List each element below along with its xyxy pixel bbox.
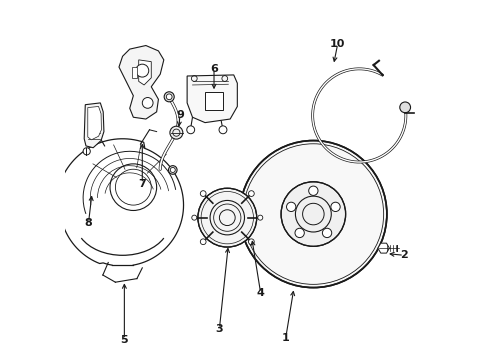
Text: 6: 6 bbox=[210, 64, 218, 74]
Polygon shape bbox=[119, 45, 163, 119]
Text: 7: 7 bbox=[138, 179, 146, 189]
Circle shape bbox=[164, 92, 174, 102]
Circle shape bbox=[198, 188, 256, 247]
Circle shape bbox=[168, 166, 177, 174]
Circle shape bbox=[136, 64, 148, 77]
Circle shape bbox=[286, 202, 295, 212]
Circle shape bbox=[322, 228, 331, 238]
Text: 4: 4 bbox=[256, 288, 264, 298]
Circle shape bbox=[294, 228, 304, 238]
Circle shape bbox=[83, 148, 90, 155]
Circle shape bbox=[170, 167, 175, 172]
Text: 2: 2 bbox=[399, 250, 407, 260]
Circle shape bbox=[169, 126, 183, 139]
Circle shape bbox=[281, 182, 345, 246]
Polygon shape bbox=[204, 92, 223, 110]
Circle shape bbox=[219, 126, 226, 134]
Circle shape bbox=[239, 140, 386, 288]
Text: 9: 9 bbox=[176, 111, 183, 121]
Polygon shape bbox=[131, 67, 137, 78]
Circle shape bbox=[330, 202, 340, 212]
Circle shape bbox=[248, 239, 254, 244]
Circle shape bbox=[248, 191, 254, 197]
Polygon shape bbox=[88, 107, 101, 140]
Circle shape bbox=[257, 215, 262, 220]
Polygon shape bbox=[139, 60, 151, 85]
Circle shape bbox=[200, 239, 205, 244]
Text: 5: 5 bbox=[121, 334, 128, 345]
Circle shape bbox=[308, 186, 317, 195]
Circle shape bbox=[142, 98, 153, 108]
Circle shape bbox=[166, 94, 172, 100]
Circle shape bbox=[200, 191, 205, 197]
Polygon shape bbox=[84, 103, 104, 148]
Text: 10: 10 bbox=[329, 39, 345, 49]
Circle shape bbox=[186, 126, 194, 134]
Circle shape bbox=[399, 102, 410, 113]
Circle shape bbox=[191, 215, 196, 220]
Polygon shape bbox=[187, 75, 237, 123]
Text: 1: 1 bbox=[281, 333, 289, 343]
Text: 3: 3 bbox=[215, 324, 223, 334]
Text: 8: 8 bbox=[84, 218, 92, 228]
